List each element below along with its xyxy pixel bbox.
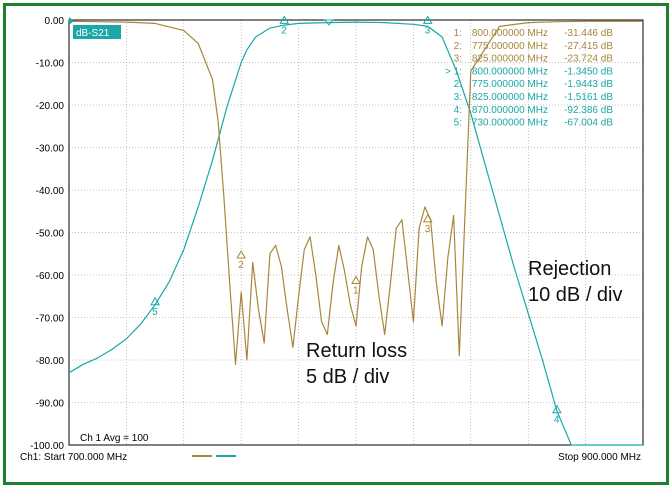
annotation-text: 10 dB / div: [528, 284, 623, 306]
y-tick-label: -70.00: [36, 314, 65, 325]
marker-table-value: -31.446 dB: [564, 28, 613, 39]
chart-grid: [69, 20, 643, 445]
y-tick-label: -80.00: [36, 356, 65, 367]
y-tick-label: -40.00: [36, 186, 65, 197]
annotation-text: Return loss: [306, 340, 407, 362]
marker-table-frequency: 775.000000 MHz: [472, 41, 548, 52]
marker-table-label: 1:: [454, 28, 462, 39]
marker-table-value: -27.415 dB: [564, 41, 613, 52]
trace-label: dB-S21: [76, 28, 110, 39]
y-tick-label: -50.00: [36, 229, 65, 240]
marker-triangle-icon: [351, 275, 361, 284]
annotations: Rejection 10 dB / div Return loss 5 dB / di…: [306, 258, 623, 388]
marker-table-frequency: 800.000000 MHz: [472, 28, 548, 39]
marker-table-value: -67.004 dB: [564, 118, 613, 129]
marker-number: 2: [238, 260, 244, 271]
marker-triangle-icon: [422, 213, 433, 223]
marker-table-value: -92.386 dB: [564, 105, 613, 116]
marker-table-label: 3:: [454, 92, 462, 103]
marker-number: 3: [425, 25, 431, 36]
marker-triangle-icon: [552, 404, 562, 414]
marker-number: 4: [554, 415, 560, 426]
marker-table-label: 4:: [454, 105, 462, 116]
marker-table-label: 3:: [454, 54, 462, 65]
y-tick-label: -100.00: [30, 441, 64, 452]
y-tick-label: -10.00: [36, 59, 65, 70]
marker-table-label: > 1:: [445, 66, 462, 77]
marker-table-frequency: 825.000000 MHz: [472, 54, 548, 65]
marker-table-value: -1.5161 dB: [564, 92, 613, 103]
marker-table-label: 2:: [454, 79, 462, 90]
reference-marker-icon: [69, 17, 74, 25]
y-tick-label: -20.00: [36, 101, 65, 112]
plot-markers: 2 3 5 4 2 1 3: [150, 15, 562, 426]
y-tick-label: 0.00: [45, 16, 65, 27]
marker-table: 1: 800.000000 MHz -31.446 dB 2: 775.000000 M…: [445, 28, 613, 129]
marker-table-label: 2:: [454, 41, 462, 52]
annotation-text: Rejection: [528, 258, 611, 280]
marker-table-frequency: 870.000000 MHz: [472, 105, 548, 116]
series-line-0: [68, 21, 643, 446]
marker-triangle-icon: [236, 249, 247, 259]
series-line-1: [68, 20, 643, 365]
marker-triangle-icon: [279, 15, 290, 24]
stop-frequency-label: Stop 900.000 MHz: [558, 452, 641, 463]
average-label: Ch 1 Avg = 100: [80, 433, 149, 444]
y-axis-ticks: 0.00 -10.00 -20.00 -30.00 -40.00 -50.00 -60.00…: [30, 16, 64, 452]
y-tick-label: -60.00: [36, 271, 65, 282]
y-tick-label: -90.00: [36, 399, 65, 410]
marker-table-frequency: 825.000000 MHz: [472, 92, 548, 103]
marker-triangle-icon: [150, 296, 160, 306]
marker-triangle-icon: [422, 15, 433, 24]
marker-number: 5: [152, 307, 158, 318]
marker-table-frequency: 775.000000 MHz: [472, 79, 548, 90]
marker-table-label: 5:: [454, 118, 462, 129]
marker-table-frequency: 730.000000 MHz: [472, 118, 548, 129]
start-frequency-label: Ch1: Start 700.000 MHz: [20, 452, 127, 463]
marker-table-value: -1.3450 dB: [564, 66, 613, 77]
y-tick-label: -30.00: [36, 144, 65, 155]
active-marker-icon: [323, 19, 335, 26]
chart-frame: [3, 3, 669, 485]
marker-number: 3: [425, 224, 431, 235]
marker-number: 2: [281, 25, 287, 36]
plot-border: [68, 19, 644, 446]
marker-table-frequency: 800.000000 MHz: [472, 66, 548, 77]
marker-number: 1: [353, 286, 359, 297]
marker-table-value: -23.724 dB: [564, 54, 613, 65]
series-layer: [68, 17, 643, 446]
marker-table-value: -1.9443 dB: [564, 79, 613, 90]
trace-label-bg: [73, 25, 121, 39]
annotation-text: 5 dB / div: [306, 366, 389, 388]
